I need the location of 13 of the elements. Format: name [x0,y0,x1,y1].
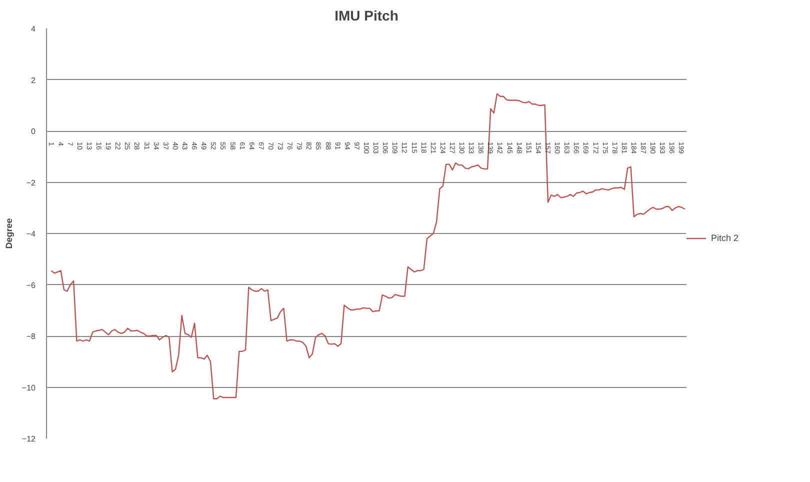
y-tick-label: −4 [26,230,36,238]
y-tick-label: −10 [22,383,36,392]
legend-label: Pitch 2 [711,233,739,243]
line-series [50,93,686,400]
chart-title: IMU Pitch [334,8,398,24]
y-tick-label: 2 [31,76,36,85]
y-tick-label: 0 [31,127,36,136]
y-tick-label: −6 [26,280,36,290]
y-tick-label: 4 [31,24,36,34]
y-axis-title: Degree [4,218,14,249]
y-tick-label: −2 [26,178,36,188]
y-tick-label: −8 [26,332,36,341]
y-tick-label: −12 [22,434,36,444]
